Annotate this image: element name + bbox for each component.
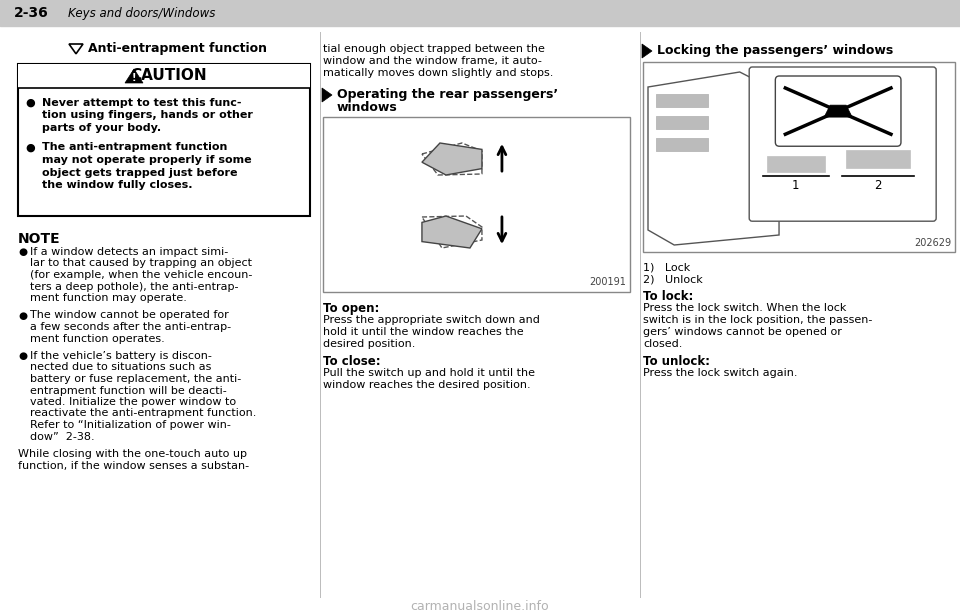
Text: 2: 2	[875, 180, 881, 192]
Bar	[656, 116, 708, 129]
Polygon shape	[648, 72, 780, 245]
Text: The anti-entrapment function: The anti-entrapment function	[42, 142, 228, 153]
Polygon shape	[824, 105, 852, 117]
Text: 202629: 202629	[914, 238, 951, 248]
Text: tial enough object trapped between the: tial enough object trapped between the	[323, 44, 545, 54]
Text: window and the window frame, it auto-: window and the window frame, it auto-	[323, 56, 541, 66]
Bar	[656, 138, 708, 151]
Text: hold it until the window reaches the: hold it until the window reaches the	[323, 327, 523, 337]
Text: 2-36: 2-36	[14, 6, 49, 20]
Text: ment function may operate.: ment function may operate.	[30, 293, 187, 303]
Text: battery or fuse replacement, the anti-: battery or fuse replacement, the anti-	[30, 374, 241, 384]
Text: To lock:: To lock:	[643, 290, 693, 303]
Text: windows: windows	[337, 101, 397, 114]
Text: Locking the passengers’ windows: Locking the passengers’ windows	[657, 44, 893, 57]
Text: desired position.: desired position.	[323, 339, 416, 349]
Text: While closing with the one-touch auto up: While closing with the one-touch auto up	[18, 449, 247, 459]
Text: Press the lock switch. When the lock: Press the lock switch. When the lock	[643, 303, 847, 313]
Text: object gets trapped just before: object gets trapped just before	[42, 167, 237, 178]
Text: To close:: To close:	[323, 355, 380, 368]
Text: reactivate the anti-entrapment function.: reactivate the anti-entrapment function.	[30, 409, 256, 419]
Text: carmanualsonline.info: carmanualsonline.info	[411, 600, 549, 611]
Text: If the vehicle’s battery is discon-: If the vehicle’s battery is discon-	[30, 351, 212, 361]
Text: ●: ●	[25, 98, 35, 108]
Text: 200191: 200191	[589, 277, 626, 287]
Text: the window fully closes.: the window fully closes.	[42, 180, 193, 190]
Text: CAUTION: CAUTION	[131, 68, 207, 84]
Text: Pull the switch up and hold it until the: Pull the switch up and hold it until the	[323, 368, 535, 378]
Text: ment function operates.: ment function operates.	[30, 334, 165, 343]
Text: ●: ●	[25, 142, 35, 153]
Text: 1: 1	[792, 180, 800, 192]
FancyBboxPatch shape	[749, 67, 936, 221]
Text: switch is in the lock position, the passen-: switch is in the lock position, the pass…	[643, 315, 873, 325]
Text: Refer to “Initialization of power win-: Refer to “Initialization of power win-	[30, 420, 230, 430]
Text: To open:: To open:	[323, 302, 379, 315]
Text: ters a deep pothole), the anti-entrap-: ters a deep pothole), the anti-entrap-	[30, 282, 238, 291]
Text: matically moves down slightly and stops.: matically moves down slightly and stops.	[323, 68, 553, 78]
Bar	[323, 117, 630, 292]
Text: (for example, when the vehicle encoun-: (for example, when the vehicle encoun-	[30, 270, 252, 280]
Text: dow”  2-38.: dow” 2-38.	[30, 431, 95, 442]
Text: tion using fingers, hands or other: tion using fingers, hands or other	[42, 111, 252, 120]
Text: window reaches the desired position.: window reaches the desired position.	[323, 380, 531, 390]
Text: ●: ●	[18, 310, 28, 321]
Bar	[847, 150, 910, 168]
Bar	[18, 64, 310, 216]
Text: ●: ●	[18, 351, 28, 361]
Text: The window cannot be operated for: The window cannot be operated for	[30, 310, 228, 321]
Text: entrapment function will be deacti-: entrapment function will be deacti-	[30, 386, 227, 395]
Bar	[0, 0, 960, 26]
Text: may not operate properly if some: may not operate properly if some	[42, 155, 252, 165]
Text: lar to that caused by trapping an object: lar to that caused by trapping an object	[30, 258, 252, 268]
Text: Operating the rear passengers’: Operating the rear passengers’	[337, 88, 558, 101]
Text: NOTE: NOTE	[18, 232, 60, 246]
Text: nected due to situations such as: nected due to situations such as	[30, 362, 211, 373]
Text: parts of your body.: parts of your body.	[42, 123, 161, 133]
Polygon shape	[422, 216, 482, 248]
Text: gers’ windows cannot be opened or: gers’ windows cannot be opened or	[643, 327, 842, 337]
Text: Press the lock switch again.: Press the lock switch again.	[643, 368, 798, 378]
Bar	[656, 94, 708, 107]
Text: vated. Initialize the power window to: vated. Initialize the power window to	[30, 397, 236, 407]
Bar	[643, 62, 955, 252]
Text: Keys and doors/Windows: Keys and doors/Windows	[68, 7, 215, 20]
Text: Press the appropriate switch down and: Press the appropriate switch down and	[323, 315, 540, 325]
Text: closed.: closed.	[643, 339, 683, 349]
Polygon shape	[125, 69, 143, 83]
Text: a few seconds after the anti-entrap-: a few seconds after the anti-entrap-	[30, 322, 231, 332]
Text: function, if the window senses a substan-: function, if the window senses a substan…	[18, 461, 250, 470]
Bar	[767, 156, 825, 172]
Polygon shape	[642, 44, 652, 58]
Polygon shape	[322, 88, 332, 102]
Polygon shape	[422, 143, 482, 175]
Bar	[18, 64, 310, 88]
Text: 2)   Unlock: 2) Unlock	[643, 274, 703, 284]
Text: ●: ●	[18, 247, 28, 257]
Text: !: !	[132, 73, 136, 83]
Text: Never attempt to test this func-: Never attempt to test this func-	[42, 98, 242, 108]
Text: 1)   Lock: 1) Lock	[643, 262, 690, 272]
Text: Anti-entrapment function: Anti-entrapment function	[88, 42, 267, 56]
Text: To unlock:: To unlock:	[643, 355, 710, 368]
Text: If a window detects an impact simi-: If a window detects an impact simi-	[30, 247, 228, 257]
FancyBboxPatch shape	[776, 76, 901, 146]
